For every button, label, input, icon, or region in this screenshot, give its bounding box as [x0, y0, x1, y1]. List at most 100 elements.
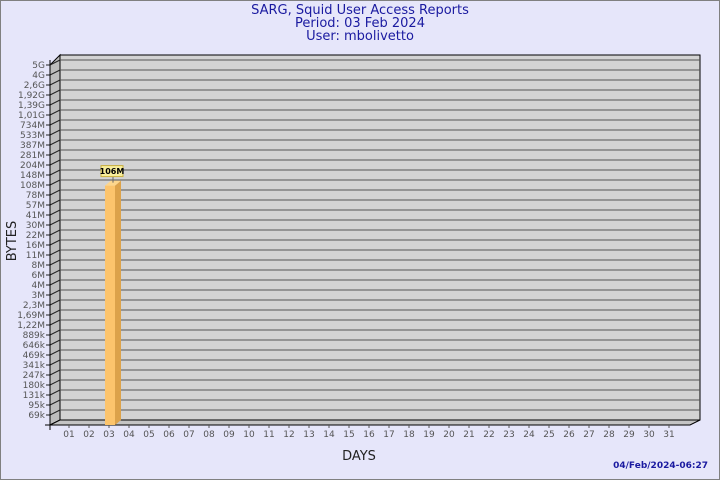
- gridline-depth: [49, 279, 61, 286]
- gridline-depth: [49, 99, 61, 106]
- x-tick-label: 15: [343, 430, 354, 440]
- y-tick-label: 6M: [32, 271, 46, 281]
- bar-side: [115, 180, 121, 425]
- x-tick-label: 04: [123, 430, 135, 440]
- gridline-depth: [49, 59, 61, 66]
- x-tick-label: 25: [543, 430, 554, 440]
- y-tick-label: 41M: [26, 211, 45, 221]
- y-tick-label: 69k: [28, 411, 45, 421]
- y-tick-label: 78M: [26, 191, 45, 201]
- y-tick-label: 1,01G: [18, 111, 45, 121]
- y-tick-label: 11M: [26, 251, 45, 261]
- x-tick-label: 02: [83, 430, 94, 440]
- y-tick-label: 281M: [20, 151, 45, 161]
- gridline-depth: [49, 179, 61, 186]
- gridline-depth: [49, 229, 61, 236]
- x-tick-label: 27: [583, 430, 594, 440]
- plot-floor: [49, 419, 701, 426]
- y-tick-label: 1,92G: [18, 91, 45, 101]
- gridline-depth: [49, 239, 61, 246]
- y-axis-title: BYTES: [5, 221, 20, 262]
- x-tick-label: 01: [63, 430, 74, 440]
- y-tick-label: 8M: [32, 261, 46, 271]
- gridline-depth: [49, 269, 61, 276]
- period-label: Period: 03 Feb 2024: [295, 16, 425, 31]
- gridline-depth: [49, 79, 61, 86]
- x-tick-label: 26: [563, 430, 575, 440]
- chart-title: SARG, Squid User Access Reports: [251, 3, 469, 18]
- y-tick-label: 95k: [28, 401, 45, 411]
- y-tick-label: 341k: [23, 361, 46, 371]
- y-tick-label: 108M: [20, 181, 45, 191]
- x-tick-label: 13: [303, 430, 314, 440]
- y-tick-label: 469k: [23, 351, 46, 361]
- gridline-depth: [49, 189, 61, 196]
- gridline-depth: [49, 119, 61, 126]
- x-tick-label: 28: [603, 430, 615, 440]
- gridline-depth: [49, 289, 61, 296]
- y-tick-label: 1,39G: [18, 101, 45, 111]
- y-tick-label: 16M: [26, 241, 45, 251]
- x-tick-label: 03: [103, 430, 114, 440]
- x-tick-label: 09: [223, 430, 235, 440]
- y-tick-label: 148M: [20, 171, 45, 181]
- y-tick-label: 4M: [32, 281, 46, 291]
- y-tick-label: 180k: [23, 381, 46, 391]
- gridline-depth: [49, 249, 61, 256]
- x-tick-label: 10: [243, 430, 255, 440]
- y-tick-label: 22M: [26, 231, 45, 241]
- x-tick-label: 30: [643, 430, 655, 440]
- y-tick-label: 734M: [20, 121, 45, 131]
- gridline-depth: [49, 149, 61, 156]
- gridline-depth: [49, 409, 61, 416]
- x-tick-label: 29: [623, 430, 635, 440]
- gridline-depth: [49, 89, 61, 96]
- gridline-depth: [49, 169, 61, 176]
- x-tick-label: 21: [463, 430, 474, 440]
- y-tick-label: 646k: [23, 341, 46, 351]
- x-axis-title: DAYS: [342, 449, 376, 464]
- data-label: 106M: [100, 167, 125, 176]
- x-tick-label: 24: [523, 430, 535, 440]
- x-tick-label: 16: [363, 430, 375, 440]
- y-tick-label: 2,3M: [23, 301, 45, 311]
- x-tick-label: 23: [503, 430, 514, 440]
- y-tick-label: 3M: [32, 291, 46, 301]
- x-tick-label: 06: [163, 430, 175, 440]
- x-tick-label: 31: [663, 430, 674, 440]
- x-tick-label: 05: [143, 430, 154, 440]
- y-tick-label: 2,6G: [24, 81, 45, 91]
- y-tick-label: 30M: [26, 221, 45, 231]
- gridline-depth: [49, 379, 61, 386]
- y-tick-label: 533M: [20, 131, 45, 141]
- gridline-depth: [49, 209, 61, 216]
- y-tick-label: 247k: [23, 371, 46, 381]
- gridline-depth: [49, 159, 61, 166]
- gridline-depth: [49, 219, 61, 226]
- user-label: User: mbolivetto: [306, 29, 414, 44]
- bar-front: [105, 185, 115, 425]
- y-tick-label: 4G: [32, 71, 45, 81]
- x-tick-label: 07: [183, 430, 194, 440]
- gridline-depth: [49, 259, 61, 266]
- gridline-depth: [49, 309, 61, 316]
- x-tick-label: 08: [203, 430, 215, 440]
- y-tick-label: 889k: [23, 331, 46, 341]
- x-tick-label: 22: [483, 430, 494, 440]
- x-tick-label: 18: [403, 430, 415, 440]
- y-tick-label: 131k: [23, 391, 46, 401]
- gridline-depth: [49, 359, 61, 366]
- gridline-depth: [49, 339, 61, 346]
- gridline-depth: [49, 69, 61, 76]
- gridline-depth: [49, 399, 61, 406]
- generated-timestamp: 04/Feb/2024-06:27: [613, 461, 708, 471]
- y-tick-label: 204M: [20, 161, 45, 171]
- gridline-depth: [49, 199, 61, 206]
- gridline-depth: [49, 389, 61, 396]
- x-tick-label: 12: [283, 430, 294, 440]
- x-tick-label: 11: [263, 430, 274, 440]
- x-tick-label: 19: [423, 430, 435, 440]
- bar-top: [105, 180, 121, 186]
- y-tick-label: 1,69M: [17, 311, 45, 321]
